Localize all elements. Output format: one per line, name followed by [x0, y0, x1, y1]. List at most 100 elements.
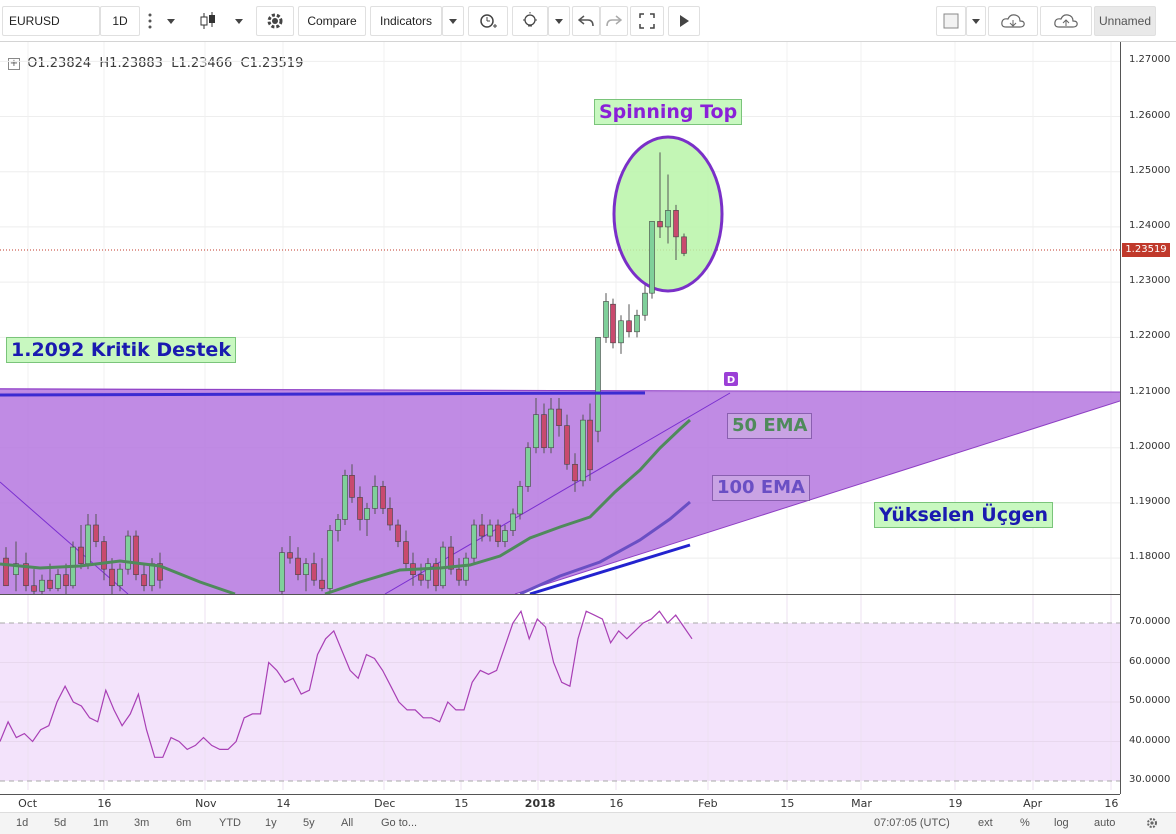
time-tick-label: Dec [374, 797, 396, 810]
candle [603, 293, 609, 343]
candle-body [448, 546, 454, 570]
candle [39, 574, 45, 594]
left-diagonal-line [0, 481, 129, 594]
scale-option-log[interactable]: log [1054, 817, 1069, 829]
candle-body [665, 210, 671, 228]
compare-button[interactable]: Compare [298, 6, 366, 36]
range-button-1m[interactable]: 1m [93, 817, 109, 829]
time-tick-label: 14 [276, 797, 291, 810]
symbol-search-input[interactable]: EURUSD [2, 6, 100, 36]
ohlc-legend: + O1.23824 H1.23883 L1.23466 C1.23519 [8, 56, 303, 71]
price-tick-label: 1.20000 [1129, 440, 1171, 452]
candle-body [133, 535, 139, 575]
marker-d-badge[interactable] [724, 372, 738, 386]
candle-style-icon[interactable] [188, 6, 228, 36]
candle-body [433, 563, 439, 587]
candle [279, 547, 285, 594]
candle [395, 519, 401, 548]
candle [626, 304, 632, 338]
time-tick-label: Apr [1023, 797, 1043, 810]
range-button-1y[interactable]: 1y [265, 817, 277, 829]
candle [673, 204, 679, 261]
fullscreen-icon[interactable] [630, 6, 664, 36]
pane-separator[interactable] [0, 594, 1120, 595]
range-button-5d[interactable]: 5d [54, 817, 67, 829]
settings-gear-icon[interactable] [256, 6, 294, 36]
candle-body [657, 221, 663, 228]
layout-name-button[interactable]: Unnamed [1094, 6, 1156, 36]
ohlc-close: C1.23519 [240, 56, 304, 71]
play-icon[interactable] [668, 6, 700, 36]
price-tick-label: 1.24000 [1129, 219, 1171, 231]
candle-body [380, 486, 386, 509]
interval-dropdown-icon[interactable] [160, 6, 182, 36]
scale-option-ext[interactable]: ext [978, 817, 993, 829]
layout-name-label: Unnamed [1098, 14, 1152, 28]
time-tick-label: Feb [698, 797, 718, 810]
color-dropdown-icon[interactable] [966, 6, 986, 36]
time-axis[interactable]: Oct 16 Nov 14 Dec 15 2018 16 Feb 15 Mar 19 Apr 16 [0, 794, 1120, 812]
candle-body [610, 303, 616, 344]
candle-body [141, 574, 147, 587]
candle [342, 469, 348, 525]
range-button-5y[interactable]: 5y [303, 817, 315, 829]
cloud-download-icon[interactable] [988, 6, 1038, 36]
candle-body [78, 546, 84, 564]
range-button-ytd[interactable]: YTD [219, 817, 241, 829]
candle-body [311, 563, 317, 581]
candle [109, 558, 115, 594]
candle-body [471, 524, 477, 559]
range-button-6m[interactable]: 6m [176, 817, 192, 829]
time-tick-label: 16 [609, 797, 624, 810]
candle [556, 398, 562, 437]
candle [327, 525, 333, 592]
interval-button[interactable]: 1D [100, 6, 140, 36]
candle [433, 558, 439, 592]
candle-body [595, 337, 601, 432]
rsi-tick-label: 50.0000 [1129, 695, 1171, 706]
candle-body [357, 497, 363, 520]
utc-clock[interactable]: 07:07:05 (UTC) [874, 817, 950, 829]
redo-icon[interactable] [600, 6, 628, 36]
theme-dropdown-icon[interactable] [548, 6, 570, 36]
indicators-button[interactable]: Indicators [370, 6, 442, 36]
lower-support-segment [529, 543, 691, 594]
candle [548, 398, 554, 454]
candle-body [109, 568, 115, 587]
scale-option-percent[interactable]: % [1020, 817, 1030, 829]
candle [387, 497, 393, 531]
scale-option-auto[interactable]: auto [1094, 817, 1116, 829]
axis-settings-gear-icon[interactable] [1146, 817, 1158, 832]
theme-bulb-icon[interactable] [512, 6, 548, 36]
candle-body [425, 563, 431, 581]
candle [479, 513, 485, 542]
price-axis[interactable]: 1.27000 1.26000 1.25000 1.24000 1.23000 1.220… [1120, 42, 1176, 794]
range-button-1d[interactable]: 1d [16, 817, 29, 829]
price-chart[interactable]: D [0, 42, 1120, 594]
candle [425, 558, 431, 589]
candle [665, 174, 671, 244]
cloud-upload-icon[interactable] [1040, 6, 1092, 36]
candle-body [603, 301, 609, 338]
rsi-pane[interactable] [0, 595, 1120, 790]
candle [634, 309, 640, 338]
candle-body [541, 414, 547, 449]
color-square-icon[interactable] [936, 6, 966, 36]
range-button-all[interactable]: All [341, 817, 354, 829]
highlighted-candles [649, 152, 687, 299]
legend-expand-icon[interactable]: + [8, 57, 20, 70]
range-button-3m[interactable]: 3m [134, 817, 150, 829]
goto-button[interactable]: Go to... [381, 817, 418, 829]
undo-icon[interactable] [572, 6, 600, 36]
chart-style-dropdown-icon[interactable] [228, 6, 250, 36]
rsi-line [0, 609, 693, 758]
more-vertical-icon[interactable] [140, 6, 160, 36]
alert-clock-icon[interactable] [468, 6, 508, 36]
candle [125, 530, 131, 575]
candle [471, 519, 477, 564]
candle-body [556, 408, 562, 426]
time-tick-label: Nov [195, 797, 217, 810]
indicators-dropdown-icon[interactable] [442, 6, 464, 36]
price-tick-label: 1.22000 [1129, 330, 1171, 342]
indicators-label: Indicators [379, 14, 433, 28]
